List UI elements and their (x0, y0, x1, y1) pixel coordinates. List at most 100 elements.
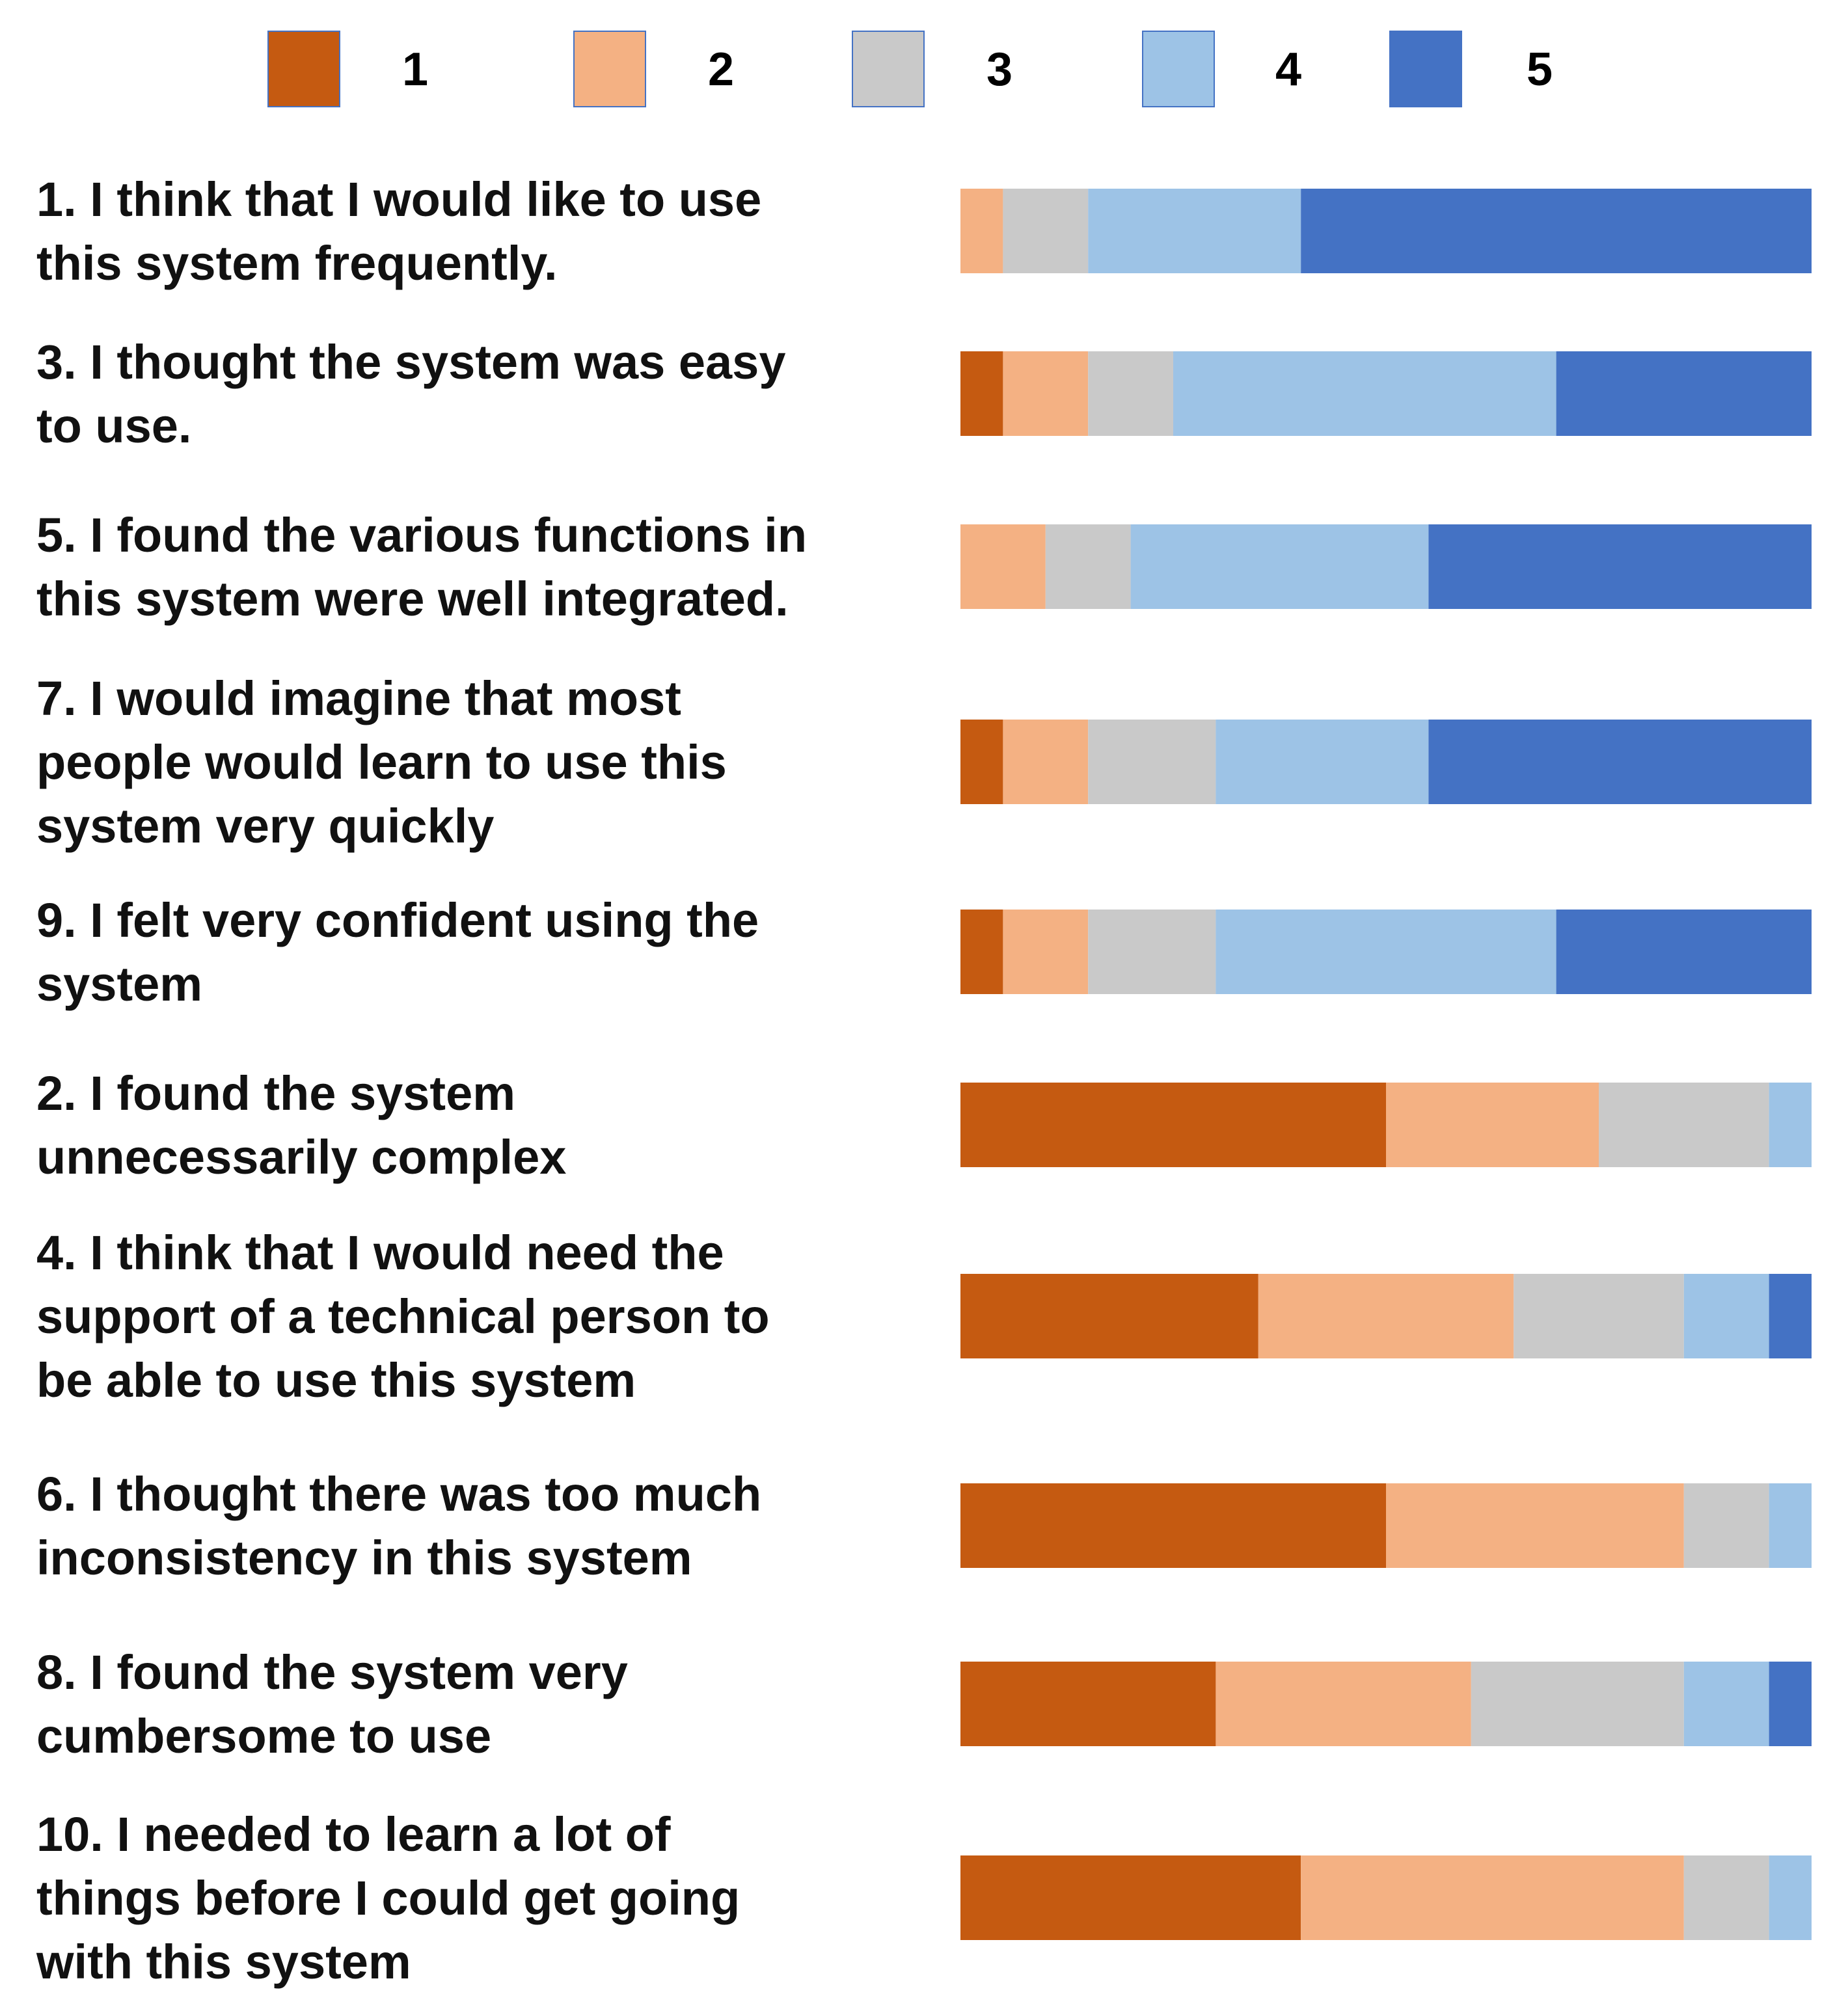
bar-segment-level-3 (1088, 910, 1216, 994)
bar-segment-level-3 (1003, 189, 1089, 273)
bar-segment-level-3 (1045, 524, 1131, 609)
question-text-line: 5. I found the various functions in (36, 508, 807, 562)
question-text-line: to use. (36, 399, 191, 453)
legend: 1 2 3 4 5 (267, 31, 1553, 107)
bar-segment-level-5 (1301, 189, 1812, 273)
bar-segment-level-1 (960, 1274, 1258, 1358)
bar-segment-level-2 (960, 189, 1003, 273)
question-label: 7. I would imagine that most people would… (36, 671, 727, 853)
stacked-bars (960, 189, 1812, 1940)
bar-segment-level-4 (1216, 720, 1429, 804)
bar-segment-level-2 (1003, 910, 1089, 994)
question-label: 1. I think that I would like to use this … (36, 172, 761, 290)
bar-segment-level-5 (1556, 910, 1812, 994)
question-label: 10. I needed to learn a lot of things bef… (36, 1807, 740, 1989)
bar-segment-level-2 (1003, 720, 1089, 804)
bar-segment-level-2 (1003, 351, 1089, 436)
bar-row (960, 524, 1812, 609)
question-text-line: 6. I thought there was too much (36, 1467, 761, 1521)
legend-label-5: 5 (1527, 44, 1553, 96)
bar-segment-level-1 (960, 1855, 1301, 1940)
bar-segment-level-5 (1769, 1662, 1812, 1746)
bar-segment-level-5 (1769, 1274, 1812, 1358)
bar-row (960, 910, 1812, 994)
bar-segment-level-2 (1301, 1855, 1684, 1940)
legend-label-3: 3 (986, 44, 1012, 96)
legend-swatch-1 (267, 31, 340, 107)
bar-segment-level-5 (1428, 524, 1812, 609)
bar-row (960, 351, 1812, 436)
bar-segment-level-3 (1514, 1274, 1684, 1358)
legend-item-5: 5 (1389, 31, 1553, 107)
legend-label-1: 1 (402, 44, 428, 96)
question-text-line: cumbersome to use (36, 1709, 491, 1763)
bar-segment-level-1 (960, 1083, 1386, 1167)
bar-segment-level-3 (1683, 1483, 1769, 1568)
question-text-line: system very quickly (36, 799, 494, 853)
question-text-line: support of a technical person to (36, 1289, 770, 1343)
bar-row (960, 1855, 1812, 1940)
bar-segment-level-3 (1683, 1855, 1769, 1940)
legend-item-3: 3 (852, 31, 1012, 107)
question-text-line: with this system (36, 1935, 411, 1989)
question-text-line: 9. I felt very confident using the (36, 893, 759, 947)
bar-segment-level-4 (1769, 1855, 1812, 1940)
legend-swatch-5 (1389, 31, 1462, 107)
question-label: 9. I felt very confident using the system (36, 893, 759, 1011)
question-text-line: 7. I would imagine that most (36, 671, 681, 725)
question-text-line: 2. I found the system (36, 1066, 515, 1120)
question-text-line: inconsistency in this system (36, 1531, 692, 1585)
legend-item-4: 4 (1142, 31, 1301, 107)
bar-row (960, 189, 1812, 273)
legend-item-2: 2 (573, 31, 734, 107)
bar-segment-level-2 (1216, 1662, 1471, 1746)
question-text-line: 10. I needed to learn a lot of (36, 1807, 671, 1861)
question-label: 4. I think that I would need the support … (36, 1226, 770, 1407)
bar-row (960, 1083, 1812, 1167)
legend-label-2: 2 (708, 44, 734, 96)
bar-segment-level-1 (960, 1662, 1216, 1746)
legend-swatch-4 (1142, 31, 1215, 107)
bar-segment-level-1 (960, 351, 1003, 436)
bar-segment-level-1 (960, 1483, 1386, 1568)
bar-segment-level-4 (1769, 1083, 1812, 1167)
bar-segment-level-4 (1769, 1483, 1812, 1568)
question-label: 2. I found the system unnecessarily compl… (36, 1066, 566, 1184)
bar-segment-level-4 (1173, 351, 1556, 436)
bar-segment-level-5 (1428, 720, 1812, 804)
question-text-line: be able to use this system (36, 1353, 636, 1407)
bar-segment-level-2 (960, 524, 1046, 609)
bar-segment-level-4 (1683, 1662, 1769, 1746)
bar-segment-level-2 (1386, 1083, 1599, 1167)
question-text-line: system (36, 957, 202, 1011)
legend-swatch-3 (852, 31, 925, 107)
question-label: 6. I thought there was too much inconsist… (36, 1467, 761, 1585)
bar-segment-level-5 (1556, 351, 1812, 436)
bar-segment-level-3 (1088, 351, 1173, 436)
bar-row (960, 720, 1812, 804)
question-text-line: things before I could get going (36, 1871, 740, 1925)
question-text-line: 3. I thought the system was easy (36, 335, 785, 389)
question-text-line: unnecessarily complex (36, 1130, 566, 1184)
bar-segment-level-4 (1683, 1274, 1769, 1358)
question-text-line: 8. I found the system very (36, 1645, 628, 1699)
question-labels: 1. I think that I would like to use this … (36, 172, 807, 1989)
bar-segment-level-1 (960, 720, 1003, 804)
bar-segment-level-4 (1130, 524, 1429, 609)
bar-row (960, 1662, 1812, 1746)
bar-segment-level-2 (1386, 1483, 1684, 1568)
bar-row (960, 1274, 1812, 1358)
question-text-line: this system were well integrated. (36, 572, 789, 626)
question-text-line: 4. I think that I would need the (36, 1226, 724, 1280)
question-label: 5. I found the various functions in this … (36, 508, 807, 626)
bar-row (960, 1483, 1812, 1568)
legend-swatch-2 (573, 31, 646, 107)
legend-item-1: 1 (267, 31, 428, 107)
bar-segment-level-4 (1216, 910, 1556, 994)
bar-segment-level-2 (1258, 1274, 1514, 1358)
question-text-line: 1. I think that I would like to use (36, 172, 761, 226)
bar-segment-level-3 (1599, 1083, 1769, 1167)
legend-label-4: 4 (1275, 44, 1301, 96)
question-text-line: people would learn to use this (36, 735, 727, 789)
